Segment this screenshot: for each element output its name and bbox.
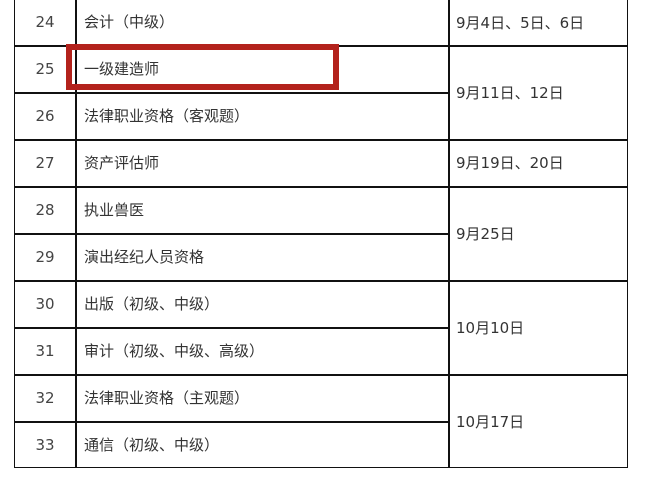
row-number: 24 (35, 13, 55, 31)
row-number: 29 (35, 248, 55, 266)
exam-date: 9月11日、12日 (456, 84, 564, 102)
row-number: 26 (35, 107, 55, 125)
exam-date: 10月17日 (456, 413, 525, 431)
highlight-box (66, 44, 339, 90)
exam-name: 出版（初级、中级） (84, 295, 220, 313)
row-divider (14, 186, 628, 188)
row-number: 31 (35, 342, 55, 360)
row-number: 27 (35, 154, 55, 172)
row-divider (14, 139, 628, 141)
exam-name: 执业兽医 (84, 201, 145, 219)
exam-name: 通信（初级、中级） (84, 436, 220, 454)
exam-name: 演出经纪人员资格 (84, 248, 205, 266)
row-divider (14, 92, 449, 94)
exam-date: 9月25日 (456, 225, 515, 243)
row-divider (14, 421, 449, 423)
exam-date: 10月10日 (456, 319, 525, 337)
row-divider (14, 280, 628, 282)
exam-date: 9月4日、5日、6日 (456, 14, 585, 32)
exam-name: 审计（初级、中级、高级） (84, 342, 265, 360)
row-number: 30 (35, 295, 55, 313)
row-divider (14, 233, 449, 235)
row-divider (14, 374, 628, 376)
row-number: 33 (35, 436, 55, 454)
row-number: 32 (35, 389, 55, 407)
exam-date: 9月19日、20日 (456, 154, 564, 172)
row-divider (14, 327, 449, 329)
exam-name: 资产评估师 (84, 154, 160, 172)
exam-name: 法律职业资格（客观题） (84, 107, 250, 125)
exam-name: 法律职业资格（主观题） (84, 389, 250, 407)
exam-name: 一级建造师 (84, 60, 160, 78)
row-number: 28 (35, 201, 55, 219)
exam-name: 会计（中级） (84, 13, 175, 31)
row-number: 25 (35, 60, 55, 78)
